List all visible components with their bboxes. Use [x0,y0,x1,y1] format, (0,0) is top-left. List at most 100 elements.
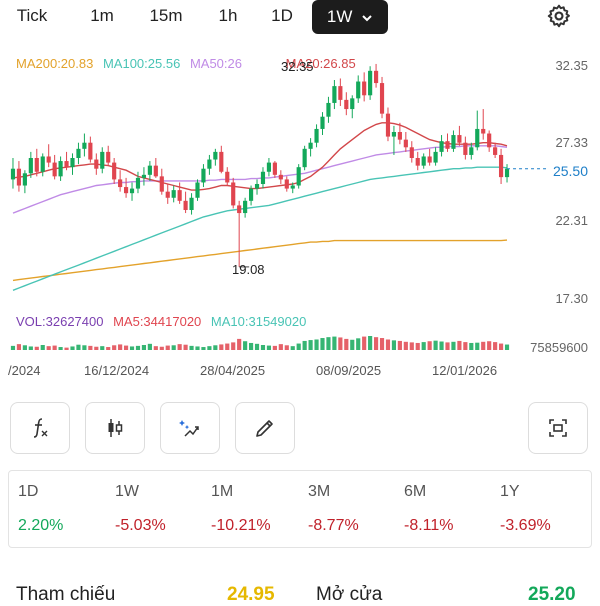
volume-bar [129,346,135,350]
candle [373,70,379,84]
candle [123,187,129,194]
candle [498,154,504,178]
tab-1h[interactable]: 1h [218,6,238,25]
candle [260,171,266,184]
candle [201,168,206,183]
candle [350,98,355,110]
volume-bar [379,338,385,350]
candle [94,159,99,169]
candle [493,147,498,155]
candle [326,102,331,117]
volume-bar [118,344,123,350]
date-label: 08/09/2025 [316,363,382,378]
volume-bar [302,340,307,350]
candle [64,161,69,168]
candle [16,168,22,186]
tab-tick[interactable]: Tick [16,6,48,25]
volume-bar [213,345,218,350]
ma100-line [12,166,508,291]
auto-draw-button[interactable] [160,402,220,454]
volume-bar [308,340,313,350]
volume-bar [415,342,420,350]
candle [106,151,111,163]
fullscreen-button[interactable] [528,402,588,454]
open-label: Mở cửa [316,584,383,605]
candle [177,190,182,201]
chart-toolbar [0,402,600,456]
fullscreen-icon [549,419,567,437]
price-chart[interactable] [0,50,600,350]
candle [40,156,45,172]
low-price-label: 19.08 [232,262,265,277]
perf-value-1m: -10.21% [211,517,271,534]
chart-type-button[interactable] [85,402,145,454]
candle [421,156,426,166]
candle [243,200,248,214]
candle [481,128,486,134]
volume-bar [106,347,111,350]
draw-button[interactable] [235,402,295,454]
volume-bar [88,345,93,350]
volume-bar [254,343,260,350]
volume-bar [481,341,486,350]
candle [332,86,337,103]
candle [451,135,456,149]
volume-bar [493,342,498,350]
candle [237,205,242,214]
candle [457,135,462,143]
performance-table: 1D 1W 1M 3M 6M 1Y 2.20% -5.03% -10.21% -… [8,470,592,548]
volume-bar [64,347,69,350]
candle [403,139,408,148]
gear-icon[interactable] [546,3,572,29]
candle [159,176,164,192]
candle [356,81,361,99]
perf-period-1w: 1W [115,483,139,500]
volume-bar [504,344,510,350]
volume-bar [70,346,75,350]
volume-axis-label: 75859600 [530,340,588,355]
volume-bar [237,338,242,350]
candle [112,162,117,180]
tab-1m[interactable]: 1m [90,6,114,25]
volume-bar [58,347,63,350]
candle [344,99,349,110]
volume-legend: VOL:32627400 MA5:34417020 MA10:31549020 [16,314,312,329]
perf-value-6m: -8.11% [404,517,454,534]
candle [28,158,33,174]
volume-bar [135,345,141,350]
ma200-label: MA200:20.83 [16,56,94,71]
candle [52,162,57,177]
candle [475,128,480,148]
candle [391,132,397,137]
tab-1d[interactable]: 1D [271,6,293,25]
candle [195,182,200,198]
date-label: 28/04/2025 [200,363,266,378]
tab-1w[interactable]: 1W [312,0,388,34]
volume-bar [290,346,295,350]
pencil-icon [256,420,273,437]
volume-bar [475,342,480,350]
candle [278,174,283,180]
perf-period-1d: 1D [18,483,39,500]
indicator-button[interactable] [10,402,70,454]
volume-bar [260,345,266,350]
volume-bar [338,337,343,350]
volume-bar [100,346,105,350]
volume-bar [52,345,57,350]
volume-bar [76,344,81,350]
candle [70,158,75,168]
volume-bar [368,336,373,350]
candle [290,185,295,189]
volume-bar [159,346,164,350]
candle [504,168,510,178]
tab-15m[interactable]: 15m [149,6,183,25]
volume-bar [46,346,51,350]
volume-bar [487,341,492,350]
volume-bar [243,341,248,350]
volume-bar [498,343,504,350]
candle [135,177,141,189]
perf-period-3m: 3M [308,483,331,500]
ma-legend: MA200:20.83 MA100:25.56 MA50:26 MA20:26.… [16,56,362,71]
volume-bar [344,338,349,350]
function-icon [33,418,48,438]
